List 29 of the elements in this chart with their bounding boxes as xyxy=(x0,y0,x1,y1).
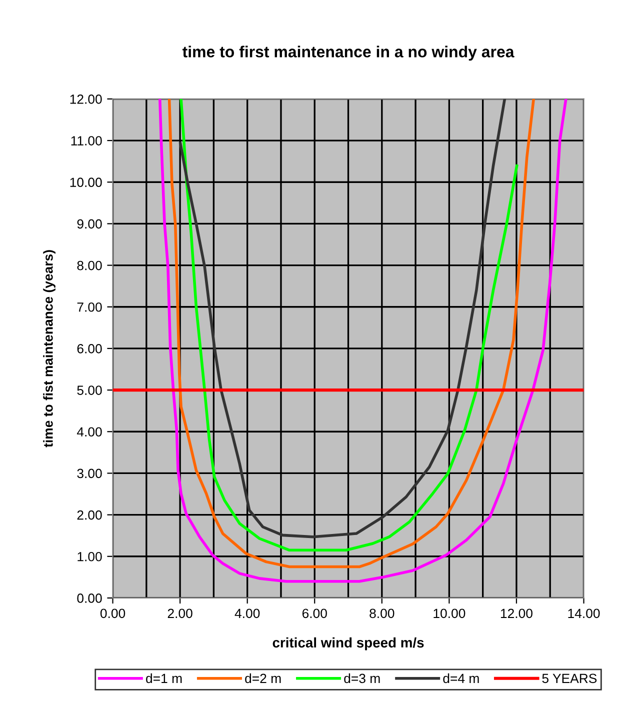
y-tick-label: 0.00 xyxy=(77,594,102,603)
chart-title: time to first maintenance in a no windy area xyxy=(182,46,514,61)
y-tick-label: 3.00 xyxy=(77,468,102,478)
legend-label: d=3 m xyxy=(344,673,380,684)
legend-label: d=2 m xyxy=(245,673,281,684)
x-tick-label: 14.00 xyxy=(568,608,600,618)
y-tick-label: 5.00 xyxy=(77,386,102,395)
y-tick-label: 10.00 xyxy=(70,178,102,188)
y-tick-label: 2.00 xyxy=(77,510,102,520)
y-axis-title: time to fist maintenance (years) xyxy=(43,250,56,448)
legend-label: 5 YEARS xyxy=(542,674,597,684)
x-tick-label: 12.00 xyxy=(500,608,532,618)
x-tick-label: 0.00 xyxy=(100,608,126,618)
y-tick-label: 7.00 xyxy=(77,302,102,312)
x-tick-label: 6.00 xyxy=(302,608,327,618)
x-tick-label: 10.00 xyxy=(434,608,466,618)
legend-label: d=1 m xyxy=(146,673,182,684)
y-tick-label: 12.00 xyxy=(70,94,102,104)
legend-label: d=4 m xyxy=(443,673,479,684)
y-tick-label: 1.00 xyxy=(78,552,102,562)
y-tick-label: 9.00 xyxy=(77,219,102,229)
y-tick-label: 4.00 xyxy=(76,427,102,437)
y-tick-label: 11.00 xyxy=(71,136,102,146)
x-axis-title: critical wind speed m/s xyxy=(272,637,424,650)
x-tick-label: 2.00 xyxy=(168,608,192,618)
x-tick-label: 8.00 xyxy=(370,608,394,618)
y-tick-label: 6.00 xyxy=(77,344,102,354)
y-tick-label: 8.00 xyxy=(77,260,102,270)
x-tick-label: 4.00 xyxy=(234,608,260,618)
